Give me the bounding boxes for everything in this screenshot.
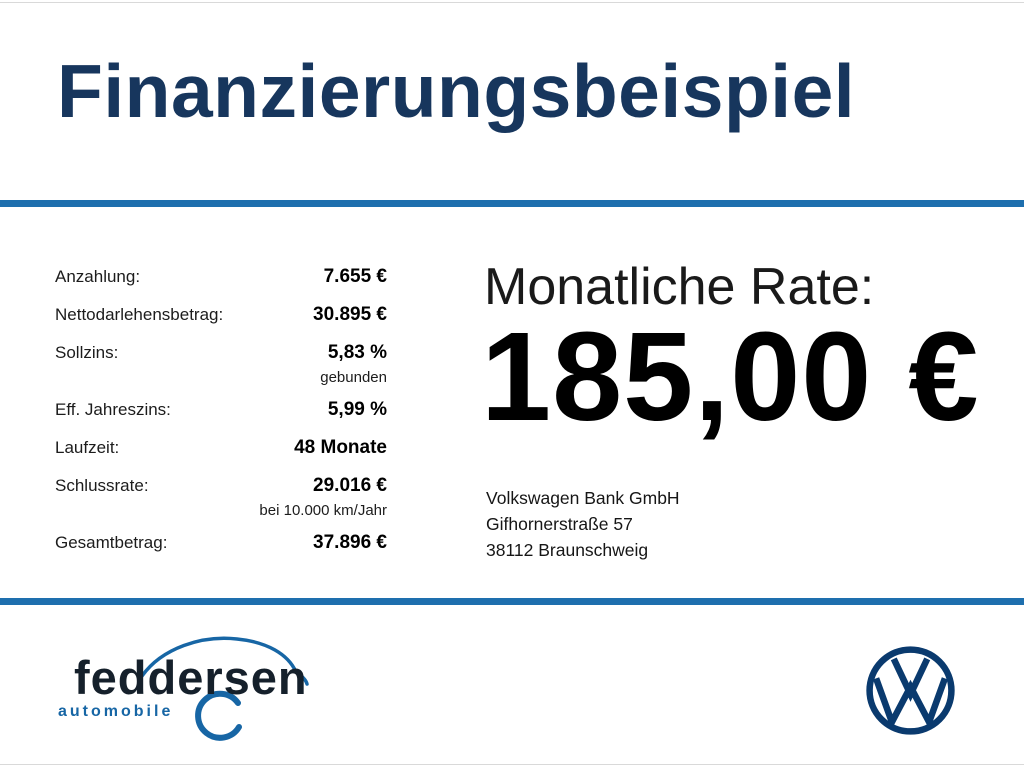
finance-label: Nettodarlehensbetrag: bbox=[55, 305, 224, 324]
finance-row-laufzeit: Laufzeit: 48 Monate bbox=[55, 437, 387, 459]
finance-note-km-jahr: bei 10.000 km/Jahr bbox=[259, 502, 387, 519]
finance-row-sollzins: Sollzins: 5,83 % bbox=[55, 342, 387, 364]
finance-label: Gesamtbetrag: bbox=[55, 533, 168, 552]
swoosh-icon bbox=[195, 690, 242, 741]
divider-top bbox=[0, 200, 1024, 207]
finance-row-gesamtbetrag: Gesamtbetrag: 37.896 € bbox=[55, 532, 387, 554]
finance-value: 37.896 € bbox=[313, 532, 387, 553]
finance-value: 7.655 € bbox=[323, 266, 387, 287]
finance-row-anzahlung: Anzahlung: 7.655 € bbox=[55, 266, 387, 288]
finance-row-schlussrate: Schlussrate: 29.016 € bbox=[55, 475, 387, 497]
page-title: Finanzierungsbeispiel bbox=[57, 49, 856, 133]
bank-name: Volkswagen Bank GmbH bbox=[486, 488, 680, 508]
finance-label: Schlussrate: bbox=[55, 476, 149, 495]
bank-address: Volkswagen Bank GmbH Gifhornerstraße 57 … bbox=[486, 486, 680, 564]
bottom-edge-line bbox=[0, 764, 1024, 765]
vw-logo bbox=[864, 644, 957, 737]
finance-label: Laufzeit: bbox=[55, 438, 120, 457]
finance-value: 48 Monate bbox=[294, 437, 387, 458]
dealer-name: feddersen bbox=[74, 651, 308, 704]
divider-bottom bbox=[0, 598, 1024, 605]
finance-value: 5,99 % bbox=[327, 399, 387, 420]
monthly-rate-heading: Monatliche Rate: bbox=[484, 258, 875, 316]
finance-label: Anzahlung: bbox=[55, 267, 141, 286]
monthly-rate-amount: 185,00 € bbox=[481, 306, 980, 447]
finance-value: 30.895 € bbox=[313, 304, 387, 325]
finance-row-eff-jahreszins: Eff. Jahreszins: 5,99 % bbox=[55, 399, 387, 421]
dealer-subtitle: automobile bbox=[58, 703, 174, 720]
top-edge-line bbox=[0, 2, 1024, 3]
bank-street: Gifhornerstraße 57 bbox=[486, 513, 633, 534]
finance-label: Sollzins: bbox=[55, 343, 119, 362]
finance-value: 5,83 % bbox=[327, 342, 387, 363]
finance-value: 29.016 € bbox=[313, 475, 387, 496]
finance-row-nettodarlehensbetrag: Nettodarlehensbetrag: 30.895 € bbox=[55, 304, 387, 326]
car-outline-icon bbox=[140, 636, 309, 741]
finance-note-gebunden: gebunden bbox=[320, 369, 387, 386]
dealer-logo: feddersen automobile bbox=[50, 630, 360, 750]
bank-city: 38112 Braunschweig bbox=[486, 539, 649, 560]
finance-table: Anzahlung: 7.655 € Nettodarlehensbetrag:… bbox=[55, 266, 387, 570]
finance-label: Eff. Jahreszins: bbox=[55, 400, 171, 419]
